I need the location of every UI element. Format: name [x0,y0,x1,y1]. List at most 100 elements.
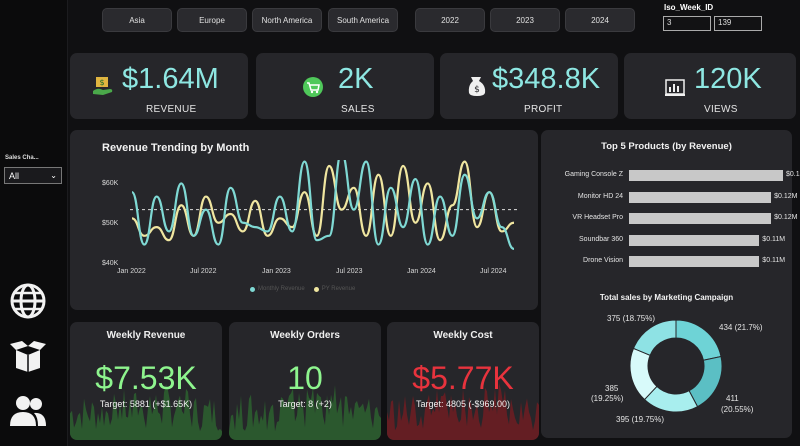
weekly-cost-target: Target: 4805 (-$969.00) [415,399,511,409]
sales-channel-value: All [9,170,20,181]
weekly-orders-sparkline [229,385,381,440]
revenue-trend-chart [130,160,520,251]
campaign-label-395: 395 (19.75%) [616,415,665,424]
legend-monthly-dot [250,286,255,292]
profit-value: $348.8K [492,63,601,95]
filter-2024-button[interactable]: 2024 [565,8,635,32]
campaign-title: Total sales by Marketing Campaign [599,293,734,302]
campaign-label-385-pct: (19.25%) [591,394,624,403]
svg-text:$: $ [474,85,480,95]
kpi-card-profit: $ $348.8K PROFIT [440,53,618,119]
monthly-revenue-line [130,160,515,251]
weekly-cost-title: Weekly Cost [433,330,493,341]
x-tick-jul-2024: Jul 2024 [480,268,507,275]
profit-label: PROFIT [524,104,563,115]
weekly-orders-title: Weekly Orders [270,330,340,341]
y-tick-40k: $40K [102,260,119,267]
sales-value: 2K [338,63,374,95]
sparkline-area [387,382,539,440]
x-tick-jan-2024: Jan 2024 [407,268,436,275]
product-value-label: $0.11M [762,235,786,243]
sales-channel-dropdown[interactable]: All ⌄ [4,167,62,184]
product-label: VR Headset Pro [572,214,623,221]
x-tick-jan-2023: Jan 2023 [262,268,291,275]
x-tick-jul-2022: Jul 2022 [190,268,217,275]
weekly-orders-card: Weekly Orders 10 Target: 8 (+2) [229,322,381,440]
revenue-trend-panel: Revenue Trending by Month $60K $50K $40K… [70,130,538,310]
product-label: Soundbar 360 [579,235,623,243]
kpi-card-views: 120K VIEWS [624,53,796,119]
x-tick-jul-2023: Jul 2023 [336,268,363,275]
filter-south-america-button[interactable]: South America [328,8,398,32]
product-value-label: $0.12M [774,192,798,200]
weekly-revenue-value: $7.53K [95,360,197,396]
week-to-input[interactable]: 139 [714,16,762,31]
x-tick-jan-2022: Jan 2022 [117,268,146,275]
views-value: 120K [694,63,762,95]
sales-label: SALES [341,104,375,115]
revenue-trend-title: Revenue Trending by Month [102,142,250,154]
users-icon[interactable] [8,393,48,429]
top-products-title: Top 5 Products (by Revenue) [601,141,732,152]
filter-europe-button[interactable]: Europe [177,8,247,32]
weekly-revenue-title: Weekly Revenue [106,330,186,341]
filter-2022-button[interactable]: 2022 [415,8,485,32]
weekly-cost-value: $5.77K [412,360,514,396]
legend-monthly-revenue: Monthly Revenue [258,286,305,292]
campaign-slice[interactable] [675,319,722,361]
weekly-orders-target: Target: 8 (+2) [278,399,332,409]
product-bar[interactable] [629,170,783,181]
y-tick-50k: $50K [102,220,119,227]
filter-2023-button[interactable]: 2023 [490,8,560,32]
sparkline-area [229,385,381,440]
svg-text:$: $ [99,78,104,87]
product-bar[interactable] [629,256,760,267]
filter-north-america-button[interactable]: North America [252,8,322,32]
product-value-label: $0.13M [786,171,800,178]
weekly-revenue-card: Weekly Revenue $7.53K Target: 5881 (+$1.… [70,322,222,440]
product-label: Drone Vision [583,257,623,264]
product-bar[interactable] [629,191,772,203]
weekly-cost-sparkline [387,382,539,440]
money-hand-icon: $ [93,77,113,95]
weekly-revenue-sparkline [70,384,222,440]
y-tick-60k: $60K [102,180,119,187]
weekly-orders-value: 10 [287,360,323,396]
globe-icon[interactable] [8,283,48,319]
box-icon[interactable] [8,338,48,374]
weekly-cost-card: Weekly Cost $5.77K Target: 4805 (-$969.0… [387,322,539,440]
kpi-card-sales: 2K SALES [256,53,434,119]
weekly-revenue-target: Target: 5881 (+$1.65K) [99,399,193,409]
campaign-donut-chart [629,319,723,413]
filter-asia-button[interactable]: Asia [102,8,172,32]
views-label: VIEWS [704,104,738,115]
sparkline-area [70,384,222,440]
sales-channel-slicer-label: Sales Cha... [5,155,39,161]
iso-week-label: Iso_Week_ID [664,3,714,12]
trend-legend: Monthly Revenue PY Revenue [250,286,355,292]
legend-py-dot [313,286,319,292]
campaign-label-385: 385 [605,384,619,393]
product-value-label: $0.11M [762,257,786,264]
product-bar[interactable] [629,234,760,246]
campaign-label-411: 411 [726,394,739,403]
products-campaign-panel: Top 5 Products (by Revenue) Gaming Conso… [541,130,800,438]
product-label: Monitor HD 24 [577,192,623,200]
money-bag-icon: $ [468,77,486,96]
dashboard-icon [665,79,685,96]
product-label: Gaming Console Z [564,171,623,178]
campaign-label-411-pct: (20.55%) [721,405,754,414]
legend-py-revenue: PY Revenue [321,286,356,292]
campaign-label-375: 375 (18.75%) [607,314,656,323]
campaign-slice[interactable] [632,319,677,356]
product-value-label: $0.12M [774,214,798,221]
left-sidebar: Sales Cha... All ⌄ [0,0,68,446]
chevron-down-icon: ⌄ [50,171,57,180]
kpi-card-revenue: $ $1.64M REVENUE [70,53,248,119]
revenue-label: REVENUE [146,104,197,115]
revenue-value: $1.64M [122,63,219,95]
product-bar[interactable] [629,213,772,224]
week-from-input[interactable]: 3 [663,16,711,31]
cart-icon [303,77,323,97]
